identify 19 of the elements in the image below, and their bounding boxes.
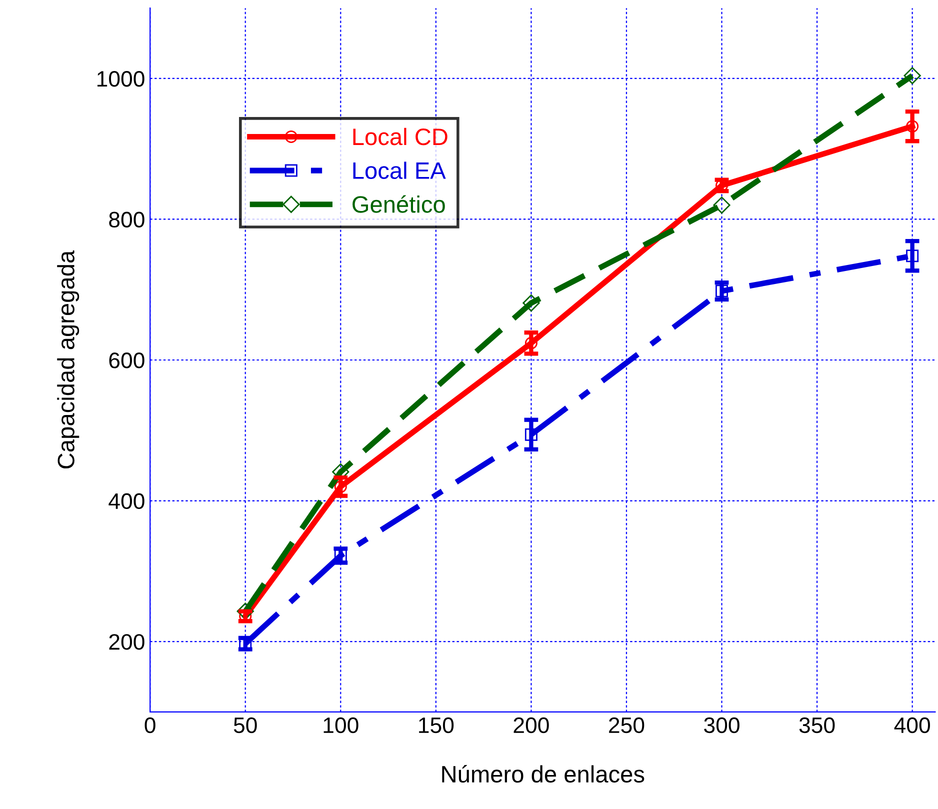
- legend-label: Genético: [352, 195, 445, 213]
- legend-label: Local CD: [353, 128, 448, 146]
- x-tick-label: 250: [609, 717, 644, 734]
- x-tick-label: 0: [144, 717, 156, 734]
- y-tick-label: 1000: [97, 71, 144, 87]
- legend-label: Local EA: [353, 162, 446, 180]
- y-tick-label: 200: [109, 634, 144, 650]
- x-tick-label: 400: [894, 717, 930, 734]
- y-axis-title: Capacidad agregada: [57, 250, 80, 468]
- y-tick-label: 600: [109, 352, 144, 368]
- x-tick-label: 150: [419, 717, 454, 734]
- x-tick-label: 350: [799, 717, 835, 734]
- x-tick-label: 300: [704, 717, 740, 734]
- x-tick-label: 100: [324, 717, 358, 734]
- y-tick-label: 400: [108, 493, 144, 510]
- x-tick-label: 200: [514, 717, 549, 734]
- x-axis-title: Número de enlaces: [442, 764, 644, 783]
- x-tick-label: 50: [234, 717, 257, 734]
- y-tick-label: 800: [109, 212, 144, 228]
